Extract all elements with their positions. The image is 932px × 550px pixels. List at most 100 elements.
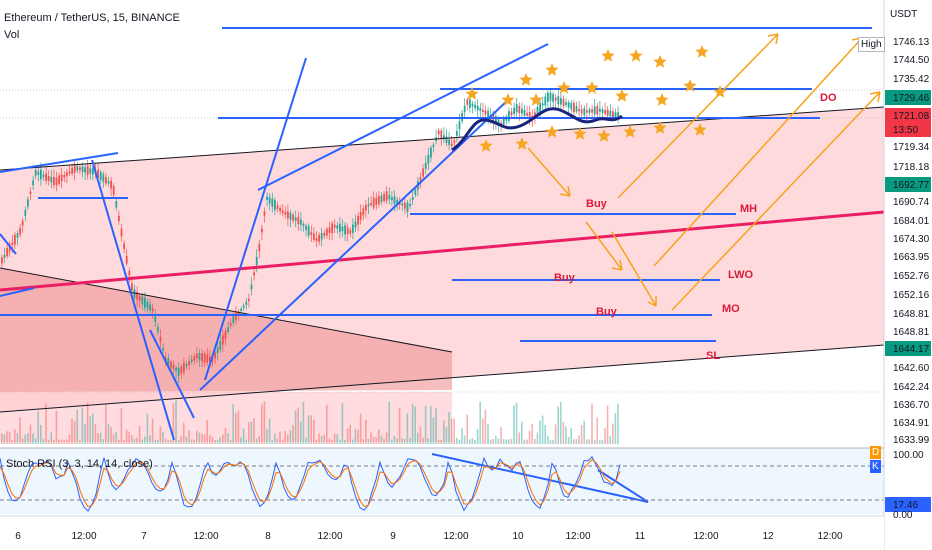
trendline-g[interactable] — [204, 57, 307, 381]
candle-body — [544, 96, 547, 106]
price-label: 1633.99 — [893, 435, 930, 446]
volume-bar — [206, 420, 208, 444]
volume-bar — [586, 439, 588, 444]
candle-body — [445, 136, 448, 143]
volume-bar — [424, 405, 427, 444]
candle-body — [339, 223, 341, 232]
volume-bar — [565, 426, 567, 444]
trendline-e[interactable] — [0, 287, 35, 297]
volume-bar — [45, 403, 47, 444]
price-axis[interactable]: 1746.13 1744.50 1735.42 1729.46 1721.08 13:50… — [883, 0, 932, 550]
candle-body — [487, 110, 489, 118]
stoch-legend[interactable]: Stoch RSI (3, 3, 14, 14, close) — [6, 458, 153, 470]
volume-legend[interactable]: Vol — [4, 29, 20, 41]
price-label: 1642.60 — [893, 363, 930, 374]
arrow-down-1[interactable] — [527, 147, 571, 197]
drawings[interactable] — [0, 27, 885, 503]
stoch-divergence-line[interactable] — [431, 453, 649, 503]
arrow-up-3[interactable] — [671, 91, 881, 311]
volume-bar — [367, 439, 370, 444]
volume-bar — [401, 438, 403, 444]
candle-body — [123, 243, 125, 249]
volume-bar — [209, 434, 211, 444]
candle-body — [229, 323, 232, 326]
volume-bar — [97, 433, 99, 444]
volume-bar — [437, 439, 440, 444]
volume-bar — [580, 425, 583, 444]
stoch-value-bg — [885, 497, 931, 512]
mo-label: MO — [722, 303, 740, 315]
volume-bar — [474, 439, 476, 444]
candle-body — [154, 316, 157, 323]
volume-bar — [229, 439, 232, 444]
candle-body — [591, 109, 593, 113]
volume-bar — [414, 406, 416, 444]
arrow-down-2[interactable] — [585, 221, 623, 271]
volume-bar — [328, 438, 331, 444]
star-icon — [615, 89, 629, 102]
stoch-trendline[interactable] — [597, 469, 649, 503]
volume-bar — [245, 439, 247, 444]
candle-body — [318, 234, 320, 242]
trendline-d[interactable] — [149, 329, 195, 419]
volume-bar — [66, 439, 68, 444]
candle-body — [612, 111, 614, 118]
candle-body — [151, 308, 154, 312]
candle-body — [443, 135, 445, 139]
arrow-down-3[interactable] — [611, 231, 657, 307]
projection-curve[interactable] — [451, 107, 623, 152]
candle-body — [300, 219, 302, 225]
candle-body — [414, 189, 417, 195]
volume-bar — [380, 435, 383, 444]
candle-body — [162, 348, 164, 351]
candle-body — [16, 233, 19, 238]
volume-bar — [84, 423, 86, 444]
candle-body — [232, 316, 235, 323]
trendline-f[interactable] — [0, 233, 17, 255]
candle-body — [102, 174, 105, 182]
volume-bar — [440, 439, 442, 444]
volume-bar — [63, 439, 65, 444]
volume-bar — [292, 425, 294, 444]
volume-bar — [281, 439, 284, 444]
volume-bar — [318, 433, 320, 444]
channel-lower-line[interactable] — [0, 344, 885, 413]
candle-body — [430, 147, 432, 158]
volume-bar — [112, 434, 115, 444]
volume-bar — [11, 439, 13, 444]
volume-bar — [164, 438, 167, 444]
volume-bar — [263, 401, 266, 444]
star-icon — [529, 93, 543, 106]
price-label: 1644.17 — [893, 344, 930, 355]
volume-bar — [92, 413, 94, 444]
candle-body — [513, 107, 515, 114]
volume-bar — [214, 439, 216, 444]
candle-body — [34, 169, 37, 176]
midline[interactable] — [0, 210, 885, 292]
volume-bar — [110, 427, 112, 444]
volume-bar — [123, 439, 125, 444]
stoch-k-marker: K — [870, 460, 881, 473]
arrow-up-1[interactable] — [617, 33, 779, 199]
time-axis[interactable]: 6 12:00 7 12:00 8 12:00 9 12:00 10 12:00 11 12:00 12… — [0, 515, 884, 550]
stoch-rsi-panel[interactable] — [0, 447, 884, 512]
volume-bar — [300, 421, 302, 444]
volume-bar — [224, 428, 227, 444]
volume-bar — [354, 428, 357, 444]
candle-body — [73, 164, 76, 173]
trendline-i[interactable] — [257, 43, 549, 191]
candle-body — [279, 207, 281, 212]
symbol-legend[interactable]: Ethereum / TetherUS, 15, BINANCE — [4, 12, 180, 24]
volume-bar — [606, 405, 609, 444]
candle-body — [510, 111, 513, 116]
volume-bar — [310, 415, 312, 444]
star-icon — [585, 81, 599, 94]
trendline-a[interactable] — [0, 152, 119, 173]
trendline-c[interactable] — [91, 159, 175, 441]
candle-body — [614, 112, 617, 118]
currency-label[interactable]: USDT — [890, 9, 918, 20]
volume-bar — [255, 438, 258, 444]
candle-body — [21, 220, 24, 226]
